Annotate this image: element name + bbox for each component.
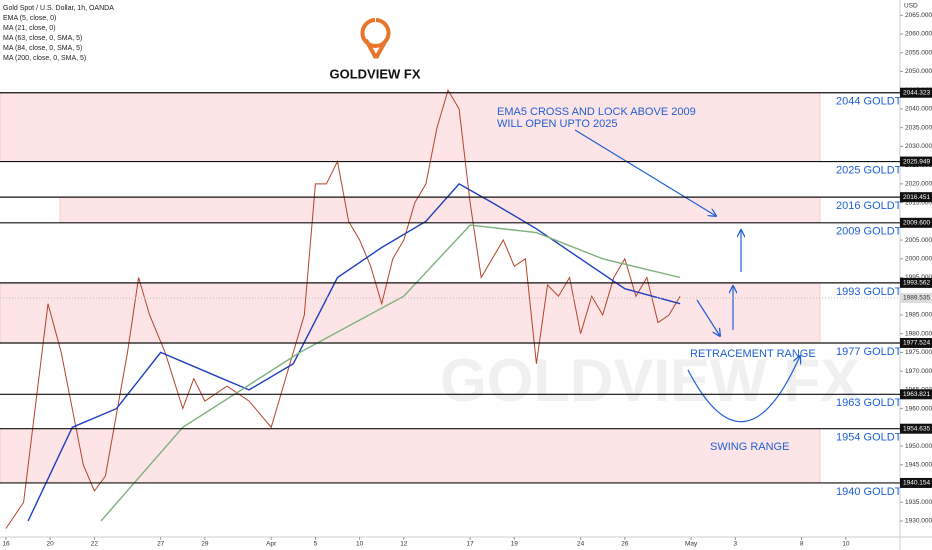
- zone: [0, 282, 821, 344]
- y-tick-label: 2060.000: [905, 31, 932, 38]
- legend-title: Gold Spot / U.S. Dollar, 1h, OANDA: [3, 5, 114, 12]
- x-tick-label: 5: [314, 541, 318, 548]
- level-name: 2009 GOLDTUF: [836, 226, 916, 238]
- level-name: 2016 GOLDTUF: [836, 200, 916, 212]
- currency: USD: [904, 3, 918, 10]
- level-tag: [900, 277, 932, 288]
- series-line: [5, 88, 681, 529]
- legend-item: MA (21, close, 0): [3, 25, 56, 32]
- zones: [0, 92, 821, 484]
- zone: [59, 196, 821, 224]
- level-tag-label: 2025.949: [903, 158, 930, 165]
- level-name: 1993 GOLDTUF: [836, 286, 916, 298]
- y-tick-label: 1975.000: [905, 349, 932, 356]
- x-tick-label: 16: [2, 541, 10, 548]
- level-tag: [900, 192, 932, 203]
- y-tick-label: 2030.000: [905, 143, 932, 150]
- annotation: EMA5 CROSS AND LOCK ABOVE 2009: [497, 106, 696, 118]
- level-tag-label: 1963.821: [903, 391, 930, 398]
- annotation: SWING RANGE: [710, 441, 789, 453]
- level-name: 2044 GOLDTUF: [836, 96, 916, 108]
- level-name: 1977 GOLDTUF: [836, 346, 916, 358]
- y-tick-label: 1980.000: [905, 330, 932, 337]
- watermark: GOLDVIEW FX: [440, 347, 860, 414]
- y-tick-label: 1960.000: [905, 405, 932, 412]
- x-tick-label: 12: [400, 541, 408, 548]
- x-tick-label: 24: [577, 541, 585, 548]
- y-tick-label: 2050.000: [905, 68, 932, 75]
- level-tag: [900, 389, 932, 400]
- level-tag: [900, 217, 932, 228]
- last-price-label: 1989.535: [903, 295, 930, 302]
- x-tick-label: 27: [157, 541, 165, 548]
- level-tag: [900, 477, 932, 488]
- level-tag-label: 2044.323: [903, 89, 930, 96]
- level-tag: [900, 423, 932, 434]
- series-line: [27, 183, 681, 522]
- last-price-tag: [900, 292, 932, 303]
- arrow: [574, 129, 716, 216]
- level-tag-label: 1954.635: [903, 425, 930, 432]
- level-tag-label: 2009.600: [903, 220, 930, 227]
- annotation: RETRACEMENT RANGE: [690, 348, 816, 360]
- x-tick-label: 19: [511, 541, 519, 548]
- y-tick-label: 2065.000: [905, 12, 932, 19]
- logo-text: GOLDVIEW FX: [330, 66, 421, 81]
- level-tag: [900, 337, 932, 348]
- legend-item: MA (63, close, 0, SMA, 5): [3, 35, 82, 42]
- y-tick-label: 1995.000: [905, 274, 932, 281]
- x-tick-label: 3: [734, 541, 738, 548]
- x-tick-label: 10: [842, 541, 850, 548]
- level-name: 1963 GOLDTUF: [836, 397, 916, 409]
- x-tick-label: May: [685, 541, 698, 548]
- level-tag: [900, 156, 932, 167]
- y-tick-label: 2015.000: [905, 199, 932, 206]
- series-line: [100, 224, 681, 522]
- y-tick-label: 2055.000: [905, 49, 932, 56]
- zone: [0, 428, 821, 484]
- level-tag-label: 1940.154: [903, 480, 930, 487]
- y-tick-label: 1945.000: [905, 462, 932, 469]
- zone: [0, 92, 821, 162]
- arrow: [696, 299, 720, 336]
- y-tick-label: 2020.000: [905, 181, 932, 188]
- x-tick-label: 20: [47, 541, 55, 548]
- x-tick-label: 10: [356, 541, 364, 548]
- level-name: 1954 GOLDTUF: [836, 432, 916, 444]
- legend-item: MA (200, close, 0, SMA, 5): [3, 55, 86, 62]
- x-tick-label: 8: [800, 541, 804, 548]
- x-tick-label: 17: [466, 541, 474, 548]
- level-tag: [900, 87, 932, 98]
- annotation: WILL OPEN UPTO 2025: [497, 118, 617, 130]
- arrows: [574, 129, 800, 423]
- level-tag-label: 2016.451: [903, 194, 930, 201]
- arrow: [687, 356, 800, 423]
- level-name: 1940 GOLDTUF: [836, 486, 916, 498]
- x-tick-label: Apr: [266, 541, 277, 548]
- plot: 2044 GOLDTUF 2025 GOLDTUF 2016 GOLDTUF 2009…: [5, 88, 916, 529]
- y-tick-label: 2040.000: [905, 106, 932, 113]
- level-tag-label: 1993.562: [903, 280, 930, 287]
- level-tag-label: 1977.524: [903, 340, 930, 347]
- x-tick-label: 26: [621, 541, 629, 548]
- logo: GOLDVIEW FX: [330, 18, 421, 81]
- y-tick-label: 1930.000: [905, 518, 932, 525]
- y-tick-label: 2005.000: [905, 237, 932, 244]
- x-tick-label: 22: [91, 541, 99, 548]
- y-tick-label: 2035.000: [905, 124, 932, 131]
- y-tick-label: 2000.000: [905, 255, 932, 262]
- legend-item: MA (84, close, 0, SMA, 5): [3, 45, 82, 52]
- legend-item: EMA (5, close, 0): [3, 15, 56, 22]
- y-tick-label: 1950.000: [905, 443, 932, 450]
- y-tick-label: 1935.000: [905, 499, 932, 506]
- level-name: 2025 GOLDTUF: [836, 164, 916, 176]
- x-tick-label: 29: [201, 541, 209, 548]
- y-tick-label: 1970.000: [905, 368, 932, 375]
- y-tick-label: 1985.000: [905, 312, 932, 319]
